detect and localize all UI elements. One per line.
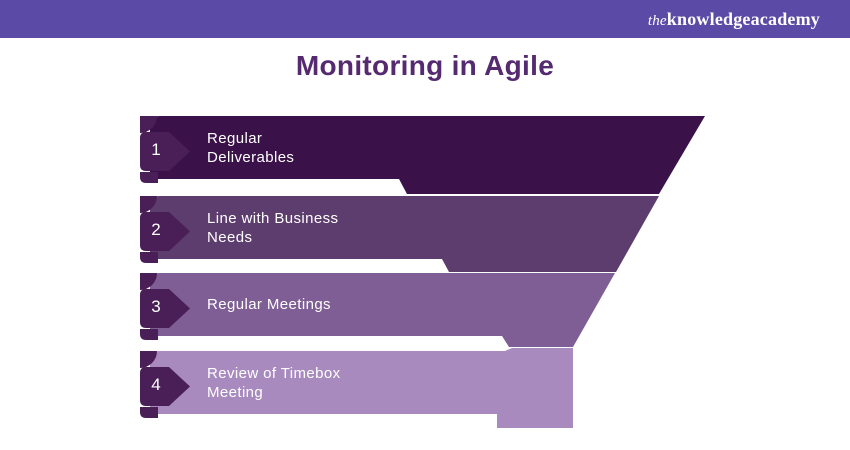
step-label-1: Regular Deliverables <box>207 130 295 166</box>
brand-logo-prefix: the <box>647 12 667 29</box>
brand-logo: theknowledgeacademy <box>648 9 850 30</box>
funnel-tag-2 <box>140 196 190 263</box>
step-number-3: 3 <box>151 297 161 316</box>
page-title: Monitoring in Agile <box>295 50 555 81</box>
step-label-2: Line with Business Needs <box>207 210 339 246</box>
funnel-bar-2 <box>150 196 659 272</box>
funnel-bar-3 <box>150 273 615 347</box>
step-number-2: 2 <box>151 220 161 239</box>
step-number-1: 1 <box>151 140 161 159</box>
funnel-tag-3 <box>140 273 190 340</box>
step-label-4: Review of Timebox Meeting <box>207 365 341 401</box>
funnel-bar-1 <box>150 116 705 194</box>
funnel-bar-4 <box>150 348 573 428</box>
funnel-tag-1 <box>140 116 190 183</box>
brand-logo-name: knowledgeacademy <box>666 8 820 29</box>
header-bar: theknowledgeacademy <box>0 0 850 38</box>
step-number-4: 4 <box>151 375 161 394</box>
funnel-tag-4 <box>140 351 190 418</box>
step-label-3: Regular Meetings <box>207 296 331 313</box>
